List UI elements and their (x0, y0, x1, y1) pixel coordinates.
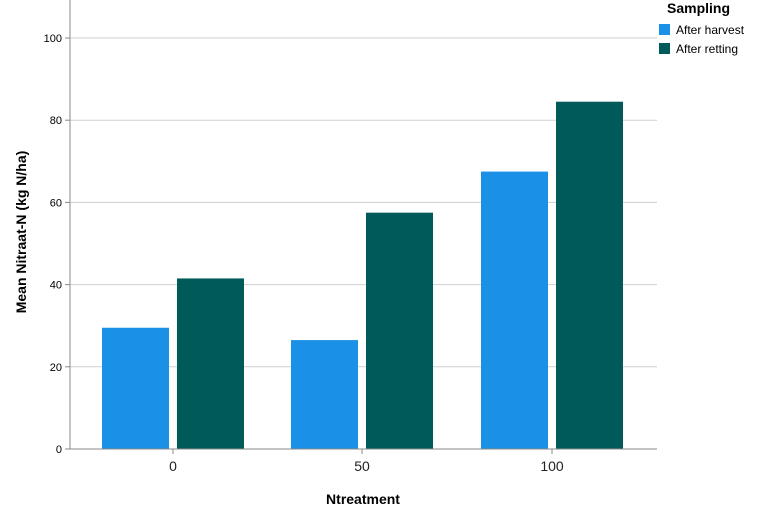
legend-label-after-retting: After retting (676, 42, 738, 56)
y-tick-label: 60 (50, 197, 62, 209)
bars (102, 101, 623, 449)
bar-after-retting-50 (366, 212, 433, 449)
legend-title: Sampling (667, 0, 730, 16)
legend-swatch-after-harvest (659, 24, 670, 35)
y-tick-label: 80 (50, 115, 62, 127)
bar-after-harvest-0 (102, 327, 169, 449)
bar-after-harvest-100 (481, 171, 548, 449)
y-tick-label: 100 (44, 33, 62, 45)
bar-after-harvest-50 (291, 340, 358, 449)
y-tick-label: 20 (50, 362, 62, 374)
y-axis-title: Mean Nitraat-N (kg N/ha) (13, 151, 29, 314)
y-tick-label: 0 (56, 444, 62, 456)
x-tick-label: 0 (169, 458, 177, 474)
legend: After harvest After retting (659, 23, 745, 56)
legend-swatch-after-retting (659, 43, 670, 54)
x-tick-label: 100 (540, 458, 564, 474)
y-axis-ticks: 0 20 40 60 80 100 (44, 33, 70, 456)
x-axis-title: Ntreatment (326, 491, 400, 507)
bar-after-retting-0 (177, 278, 244, 449)
legend-label-after-harvest: After harvest (676, 23, 745, 37)
y-tick-label: 40 (50, 280, 62, 292)
bar-after-retting-100 (556, 101, 623, 449)
x-tick-label: 50 (354, 458, 370, 474)
x-axis-ticks: 0 50 100 (169, 449, 564, 474)
